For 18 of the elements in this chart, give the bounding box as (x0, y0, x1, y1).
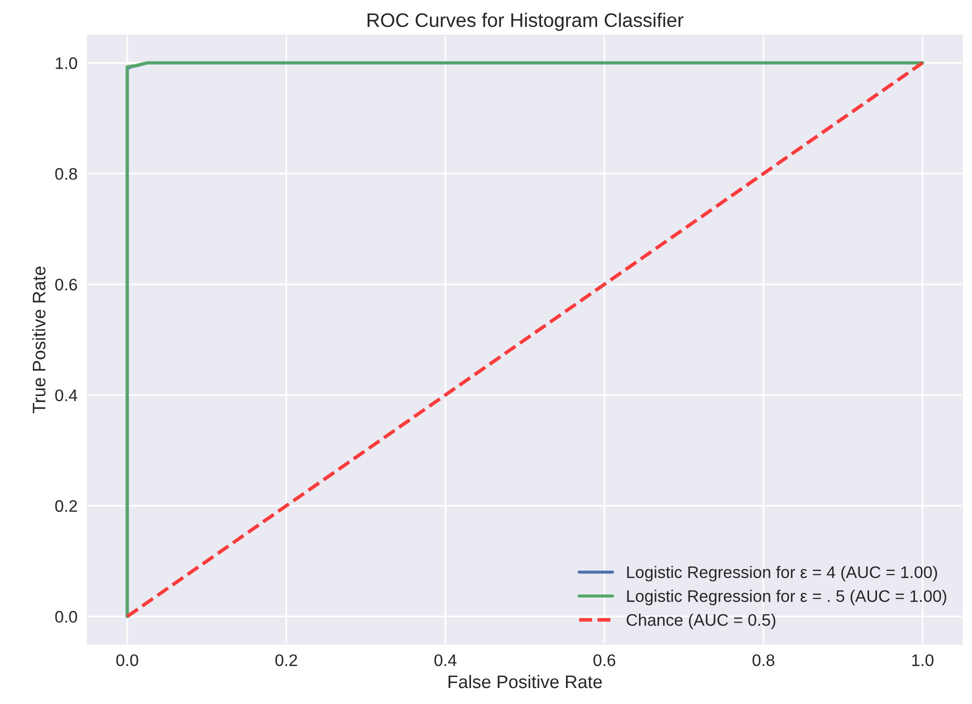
legend-label: Chance (AUC = 0.5) (626, 614, 776, 630)
x-tick-label: 0.4 (434, 654, 456, 666)
y-tick-label: 0.8 (55, 168, 78, 180)
x-tick-label: 0.2 (275, 654, 298, 666)
y-tick-label: 0.6 (55, 278, 78, 291)
y-tick-label: 1.0 (56, 57, 78, 70)
y-tick-label: 0.2 (55, 500, 77, 512)
legend-label: Logistic Regression for ε = . 5 (AUC = 1.00) (627, 590, 946, 606)
chart-title: ROC Curves for Histogram Classifier (368, 12, 684, 31)
x-tick-label: 0.6 (593, 654, 616, 666)
x-axis-title: False Positive Rate (448, 674, 602, 688)
y-tick-label: 0.4 (55, 389, 78, 402)
x-tick-label: 0.8 (752, 654, 774, 666)
y-tick-label: 0.0 (55, 610, 78, 623)
y-axis-title: True Positive Rate (32, 266, 46, 414)
x-tick-label: 1.0 (912, 654, 934, 666)
legend-label: Logistic Regression for ε = 4 (AUC = 1.00) (627, 566, 937, 582)
x-tick-label: 0.0 (116, 654, 138, 666)
